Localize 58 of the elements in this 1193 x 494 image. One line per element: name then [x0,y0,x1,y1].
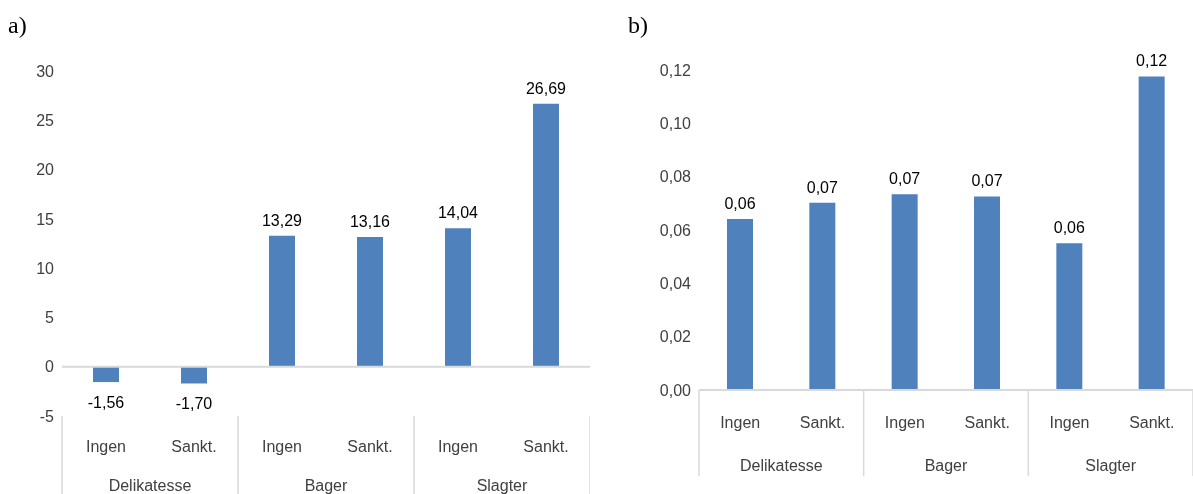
y-tick-label: 10 [36,259,55,277]
x-tick-label: Sankt. [347,438,393,455]
data-label: 0,06 [1053,219,1086,237]
x-tick-label: Sankt. [1129,414,1175,431]
x-tick-label: Sankt. [964,414,1010,431]
bar [269,235,295,367]
data-label: 14,04 [437,204,479,222]
y-tick-label: 0 [45,358,55,376]
y-tick-label: 0,12 [659,61,692,79]
x-tick-label: Sankt. [171,438,217,455]
text: Bager [924,457,969,474]
text: Delikatesse [739,457,823,474]
y-tick-label: 0,02 [659,328,692,346]
y-tick-label: 0,06 [659,221,692,239]
chart-title: a) [8,12,27,39]
y-tick-label: 15 [36,210,55,228]
x-tick-label: Sankt. [799,414,846,431]
data-label: 13,29 [261,211,303,229]
data-label: -1,56 [87,394,125,412]
x-tick-label: Sankt. [523,438,569,455]
bar [809,202,836,390]
bar [93,366,119,383]
y-tick-label: 5 [45,309,55,327]
y-tick-label: 0,10 [659,115,692,133]
text: Slagter [476,477,529,494]
text: Slagter [1085,457,1137,474]
data-label: 0,06 [724,195,756,213]
text: Delikatesse [108,477,192,494]
text: Bager [304,477,349,494]
y-tick-label: 20 [36,161,55,179]
data-label: 0,12 [1136,52,1168,70]
data-label: -1,70 [175,395,213,413]
bar [445,228,471,367]
x-tick-label: Ingen [1049,414,1090,431]
bar [357,236,383,367]
x-tick-label: Ingen [720,414,761,431]
chart-title: b) [628,12,648,39]
bar [974,196,1000,390]
y-tick-label: -5 [39,407,55,425]
y-tick-label: 0,04 [659,275,692,293]
data-label: 0,07 [806,178,839,196]
data-label: 0,07 [889,170,921,188]
data-label: 26,69 [525,79,567,97]
bar [891,194,918,390]
bar [727,219,753,390]
x-tick-label: Ingen [261,438,303,455]
y-tick-label: 0,00 [659,381,692,399]
x-tick-label: Ingen [884,414,925,431]
y-tick-label: 25 [36,111,55,129]
bar [533,103,559,367]
data-label: 0,07 [971,172,1003,190]
x-tick-label: Ingen [437,438,479,455]
x-tick-label: Ingen [85,438,127,455]
bar [1056,243,1083,390]
y-tick-label: 30 [36,62,55,80]
bar [1138,76,1165,390]
y-tick-label: 0,08 [659,168,692,186]
data-label: 13,16 [349,212,391,230]
